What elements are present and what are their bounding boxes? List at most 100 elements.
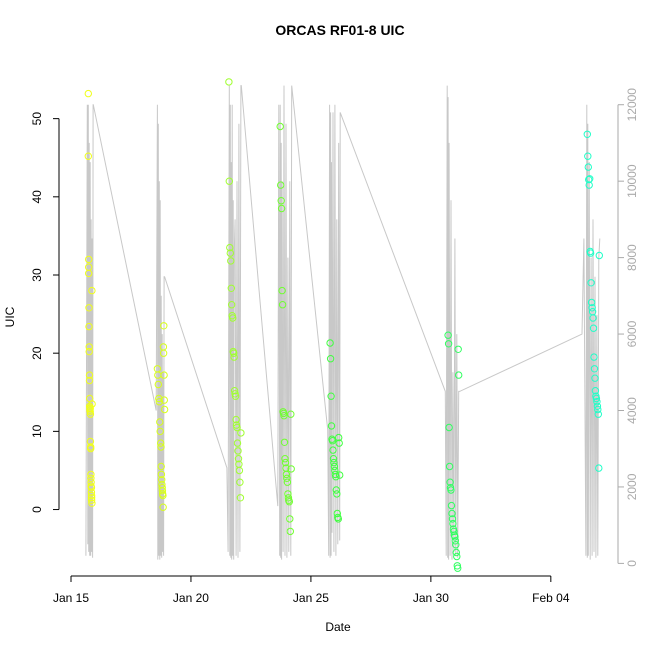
data-point [231, 392, 240, 400]
data-point [594, 410, 602, 418]
data-point [157, 470, 166, 479]
data-point [158, 487, 167, 495]
data-point [157, 443, 165, 451]
data-point [85, 255, 93, 264]
data-point [155, 398, 164, 406]
data-point [448, 509, 456, 518]
data-point [587, 279, 595, 287]
data-point [327, 422, 336, 430]
data-point [452, 541, 460, 549]
data-point [453, 552, 461, 561]
data-point [160, 322, 168, 330]
y-tick-label: 40 [30, 190, 44, 204]
data-point [87, 488, 96, 496]
data-point [591, 374, 599, 382]
data-point [590, 353, 598, 361]
data-point [330, 462, 339, 471]
data-point [87, 484, 96, 492]
data-point [332, 473, 340, 481]
data-point [452, 548, 460, 557]
y2-tick-label: 6000 [625, 320, 639, 347]
data-point [278, 301, 287, 309]
data-point [333, 509, 341, 518]
data-point [335, 433, 343, 442]
data-point [335, 439, 343, 447]
data-point [86, 405, 94, 413]
data-point [326, 339, 334, 347]
series-rf05 [326, 339, 344, 523]
data-point [285, 498, 293, 506]
y-tick-label: 0 [30, 506, 44, 513]
data-point [86, 410, 95, 418]
x-tick-label: Jan 30 [413, 591, 449, 605]
data-point [159, 491, 167, 500]
data-point [158, 476, 166, 484]
data-point [588, 304, 596, 312]
data-point [454, 345, 462, 353]
data-point [226, 243, 234, 252]
x-axis-title: Date [325, 620, 351, 634]
data-point [326, 355, 335, 363]
data-point [230, 387, 239, 395]
data-point [230, 349, 238, 357]
data-point [160, 371, 168, 379]
data-point [590, 365, 599, 373]
y2-tick-label: 12000 [625, 88, 639, 122]
data-point [446, 478, 454, 486]
data-point [328, 437, 337, 445]
x-tick-label: Feb 04 [532, 591, 570, 605]
data-point [227, 257, 235, 265]
data-point [154, 380, 163, 389]
y2-tick-label: 8000 [625, 244, 639, 271]
data-point [160, 396, 169, 404]
data-point [159, 503, 167, 511]
y2-tick-label: 0 [625, 560, 639, 567]
data-point [593, 398, 601, 406]
data-point [287, 465, 295, 473]
data-point [157, 462, 165, 471]
data-point [448, 515, 457, 523]
data-point [449, 519, 457, 528]
points-layer [84, 78, 603, 572]
data-point [278, 286, 286, 295]
chart-title: ORCAS RF01-8 UIC [275, 22, 404, 38]
data-point [86, 408, 94, 416]
data-point [587, 298, 596, 307]
data-point [88, 286, 96, 295]
data-point [595, 251, 603, 260]
data-point [280, 412, 288, 420]
data-point [447, 501, 456, 510]
data-point [593, 402, 602, 410]
data-point [85, 371, 94, 379]
data-point [585, 175, 593, 184]
data-point [586, 175, 594, 183]
data-point [329, 455, 338, 463]
data-point [87, 494, 96, 502]
data-point [583, 130, 591, 139]
data-point [228, 301, 236, 309]
series-rf04 [276, 122, 295, 536]
data-point [87, 444, 95, 453]
y-axis-title: UIC [3, 306, 17, 327]
data-point [584, 163, 592, 171]
y-tick-label: 10 [30, 424, 44, 438]
data-point [85, 322, 93, 331]
data-point [281, 455, 289, 463]
data-point [233, 423, 241, 432]
data-point [332, 486, 340, 494]
y2-tick-label: 10000 [625, 164, 639, 198]
data-point [455, 371, 463, 379]
data-point [445, 423, 453, 432]
data-point [336, 471, 344, 479]
data-point [589, 324, 598, 332]
y2-tick-label: 2000 [625, 473, 639, 500]
altitude-trace-line [85, 85, 601, 560]
data-point [229, 314, 237, 322]
x-tick-label: Jan 20 [173, 591, 209, 605]
data-point [87, 470, 95, 479]
data-point [85, 376, 94, 385]
data-point [226, 249, 235, 257]
altitude-trace-layer [85, 85, 601, 560]
data-point [87, 491, 96, 500]
data-point [87, 496, 96, 504]
